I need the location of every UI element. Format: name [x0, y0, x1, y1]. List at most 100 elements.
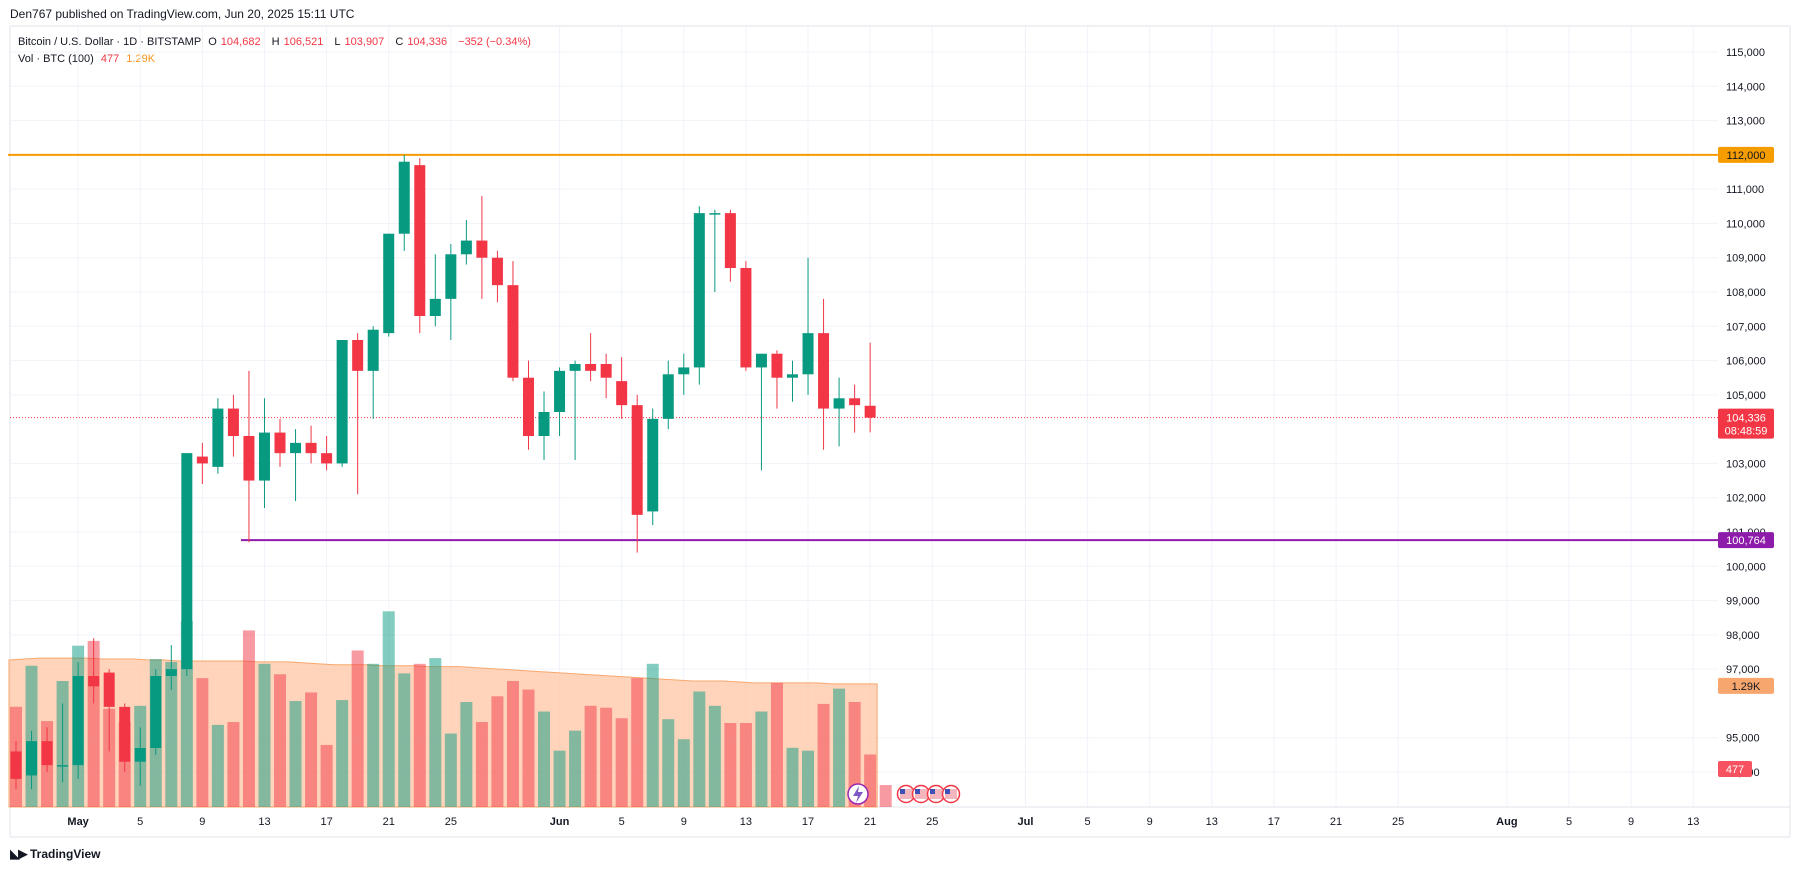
volume-bar — [662, 719, 675, 807]
candle-body — [258, 432, 270, 481]
volume-bar — [833, 688, 846, 807]
level-price-tag-bg — [1718, 532, 1774, 549]
time-axis-label: Aug — [1496, 816, 1517, 828]
tradingview-logo[interactable]: ◣▶ TradingView — [10, 846, 100, 862]
time-axis-label: 13 — [1206, 816, 1218, 828]
volume-bar — [103, 708, 116, 807]
candle-body — [522, 377, 534, 436]
volume-bar — [506, 681, 519, 807]
volume-bar — [693, 691, 706, 807]
candle-body — [290, 442, 302, 454]
volume-bar — [569, 730, 582, 807]
volume-bar — [460, 702, 473, 807]
time-axis-label: 5 — [137, 816, 143, 828]
price-axis-label: 105,000 — [1726, 390, 1766, 402]
flag-icon-canton — [915, 789, 920, 794]
last-price-tag: 104,336 — [1726, 413, 1766, 425]
price-axis-label: 97,000 — [1726, 664, 1760, 676]
candle-body — [507, 285, 519, 378]
price-axis-label: 100,000 — [1726, 561, 1766, 573]
flag-icon-canton — [930, 789, 935, 794]
candle-body — [709, 213, 721, 215]
flag-icon-body — [930, 789, 942, 799]
candle-body — [398, 161, 410, 234]
volume-bar — [724, 723, 737, 807]
volume-bar — [584, 705, 597, 807]
price-axis-label: 114,000 — [1726, 81, 1765, 93]
volume-bar — [336, 700, 349, 807]
volume-bar — [429, 658, 442, 807]
price-axis-label: 110,000 — [1726, 218, 1765, 230]
price-axis-label: 111,000 — [1726, 184, 1764, 196]
us-flag-event-icon — [896, 784, 916, 804]
candle-body — [196, 456, 208, 464]
candle-body — [26, 741, 38, 776]
candle-body — [212, 408, 224, 467]
symbol-name[interactable]: Bitcoin / U.S. Dollar · 1D · BITSTAMP — [18, 36, 202, 48]
volume-ma-area — [8, 657, 878, 808]
level-price-tag: 112,000 — [1727, 150, 1766, 162]
candle-body — [740, 268, 752, 368]
volume-bar — [258, 663, 271, 807]
ohlc-change: −352 (−0.34%) — [458, 36, 531, 48]
price-axis-label: 99,000 — [1726, 596, 1760, 608]
time-axis-label: 17 — [320, 816, 332, 828]
candle-body — [476, 240, 488, 258]
volume-bar — [615, 718, 628, 807]
volume-bar — [211, 724, 224, 807]
candle-body — [227, 408, 239, 436]
time-axis-label: 13 — [740, 816, 752, 828]
candles — [10, 154, 876, 790]
volume-bar — [770, 682, 783, 807]
volume-bar — [289, 701, 302, 807]
volume-bar — [522, 689, 535, 807]
level-price-tag: 100,764 — [1726, 535, 1766, 547]
volume-tag-bg — [1718, 761, 1752, 777]
volume-bar — [708, 705, 721, 807]
candle-body — [662, 374, 674, 419]
time-axis-label: 21 — [383, 816, 395, 828]
candle-body — [352, 340, 364, 371]
flag-icon-canton — [945, 789, 950, 794]
volume-bar — [242, 630, 255, 807]
flag-icon-body — [900, 789, 912, 799]
candle-body — [491, 257, 503, 286]
time-axis-label: 25 — [1392, 816, 1404, 828]
candle-body — [833, 398, 845, 409]
candle-body — [585, 364, 597, 371]
candle-body — [678, 367, 690, 375]
volume-bar — [351, 650, 364, 807]
ohlc-open: O 104,682 — [208, 36, 261, 48]
time-axis-label: 25 — [445, 816, 457, 828]
volume-ma-area-shape — [8, 657, 878, 808]
candle-body — [88, 676, 100, 687]
flag-icon-body — [915, 789, 927, 799]
bar-countdown: 08:48:59 — [1725, 426, 1768, 438]
volume-bar — [879, 785, 892, 807]
candle-body — [724, 213, 736, 268]
candle-body — [787, 374, 798, 378]
price-axis-label: 107,000 — [1726, 321, 1766, 333]
flag-icon-canton — [900, 789, 905, 794]
time-axis-label: 21 — [1330, 816, 1342, 828]
volume-bar — [755, 711, 768, 807]
candle-body — [538, 412, 550, 436]
candle-body — [460, 240, 472, 255]
volume-bar — [367, 663, 380, 807]
volume-indicator-name[interactable]: Vol · BTC (100) — [18, 53, 94, 65]
time-axis-label: 25 — [926, 816, 938, 828]
last-price-tag-bg — [1718, 408, 1774, 439]
volume-bar — [677, 739, 690, 807]
volume-value: 477 — [100, 53, 120, 65]
volume-bar — [848, 702, 861, 807]
volume-bars — [10, 611, 892, 807]
volume-bar — [802, 750, 815, 807]
candle-body — [755, 353, 767, 368]
time-axis-label: 5 — [619, 816, 625, 828]
candle-body — [243, 436, 255, 481]
time-axis-label: 9 — [1147, 816, 1153, 828]
price-axis-label: 113,000 — [1726, 116, 1765, 128]
candle-body — [445, 254, 457, 299]
